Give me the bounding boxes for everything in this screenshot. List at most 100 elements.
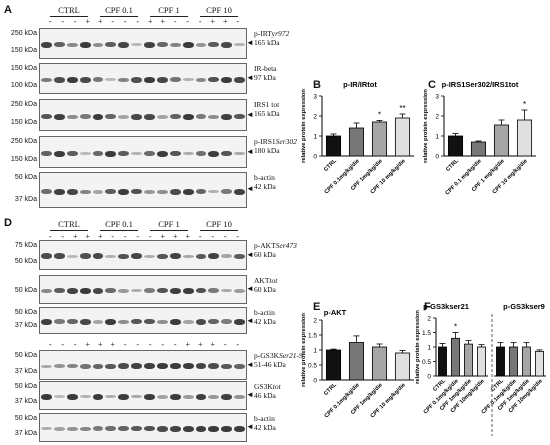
panel-d-band [66, 287, 78, 294]
panel-a-membrane [39, 99, 247, 131]
panel-a-group-line [150, 16, 188, 17]
panel-d-membrane [39, 307, 247, 334]
panel-d-treatment-mark: - [236, 340, 240, 349]
panel-d-band [182, 319, 194, 324]
panel-d-band [41, 318, 52, 325]
panel-a-band [79, 114, 91, 119]
panel-d-ladder-label: 50 kDa [14, 383, 37, 390]
y-tick-label: 0 [313, 378, 317, 385]
panel-d-group-label: CPF 1 [158, 219, 180, 229]
panel-a-band [131, 43, 142, 47]
y-tick-label: 1 [435, 134, 439, 141]
panel-d-ladder-label: 37 kDa [14, 430, 37, 437]
panel-d-band [208, 394, 220, 399]
panel-d-group-label: CPF 0.1 [105, 219, 133, 229]
panel-d-band [131, 289, 142, 293]
protein-name: b-actin [254, 414, 275, 423]
y-axis-label: relative protein expression [415, 310, 421, 384]
panel-d-band [169, 393, 181, 400]
category-label: CTRL [445, 158, 460, 173]
panel-d-membrane [39, 240, 247, 270]
bar [477, 346, 486, 377]
panel-d-band [234, 425, 245, 432]
panel-a-treatment-mark: - [48, 17, 52, 26]
panel-a-group-label: CPF 1 [158, 5, 180, 15]
panel-a-treatment-mark: - [73, 17, 77, 26]
panel-a-arrow: ◄ [246, 146, 254, 156]
panel-a-band [195, 189, 207, 195]
panel-d-ladder-label: 37 kDa [14, 368, 37, 375]
protein-name: IR-beta [254, 64, 277, 73]
panel-d-band [105, 254, 117, 258]
panel-d-letter: D [4, 217, 12, 229]
panel-a-band [66, 188, 78, 195]
panel-a-band [105, 189, 117, 195]
panel-a-treatment-mark: - [123, 17, 127, 26]
panel-a-ladder-label: 150 kDa [10, 65, 37, 72]
y-tick-label: 1 [427, 345, 431, 352]
panel-a-letter: A [4, 4, 12, 16]
panel-d-treatment-mark: - [73, 340, 77, 349]
panel-d-treatment-mark: + [172, 232, 178, 241]
bar [516, 119, 533, 157]
panel-a-band [79, 76, 91, 83]
panel-d-arrow: ◄ [246, 390, 254, 400]
panel-b-letter: B [313, 79, 321, 91]
panel-a-group-line [50, 16, 88, 17]
panel-d-treatment-mark: - [211, 232, 215, 241]
bar [496, 346, 505, 377]
panel-d-band [182, 254, 194, 258]
panel-d-band [41, 364, 52, 368]
significance-mark: * [378, 110, 381, 119]
panel-d-treatment-mark: + [160, 232, 165, 241]
protein-modifier: tot [272, 382, 281, 391]
panel-d-treatment-mark: + [97, 340, 103, 349]
panel-d-group-line [50, 230, 88, 231]
panel-a-band [105, 42, 117, 48]
panel-d-band [92, 253, 104, 260]
panel-d-ladder-label: 37 kDa [14, 322, 37, 329]
panel-d-band [118, 253, 130, 259]
panel-a-band [92, 189, 104, 194]
panel-a-band [221, 189, 233, 195]
panel-d-group-label: CTRL [58, 219, 80, 229]
panel-d-band [156, 363, 168, 370]
bar [371, 346, 388, 381]
panel-d-band [234, 363, 245, 369]
panel-a-band [221, 151, 233, 156]
panel-a-ladder-label: 37 kDa [14, 196, 37, 203]
protein-name: p-GS3K [254, 351, 280, 360]
panel-a-band [156, 114, 168, 119]
panel-a-band [131, 113, 142, 120]
panel-a-treatment-mark: - [198, 17, 202, 26]
panel-a-band [169, 77, 181, 83]
panel-a-band [156, 189, 168, 194]
panel-d-band [234, 318, 245, 325]
panel-d-band [169, 425, 181, 432]
y-tick-label: 3 [313, 94, 317, 101]
panel-d-band [118, 363, 130, 370]
panel-a-treatment-mark: - [186, 17, 190, 26]
panel-a-membrane [39, 63, 247, 94]
panel-d-ladder-label: 50 kDa [14, 309, 37, 316]
panel-a-band [131, 76, 142, 83]
panel-d-treatment-mark: - [136, 232, 140, 241]
panel-a-band [118, 151, 130, 156]
protein-name: b-actin [254, 173, 275, 182]
panel-a-band [118, 114, 130, 119]
panel-a-band [53, 76, 65, 83]
panel-d-group-line [200, 230, 238, 231]
panel-a-band [182, 188, 194, 195]
panel-d-band [41, 393, 52, 400]
panel-d-band [131, 253, 142, 260]
panel-a-treatment-mark: - [236, 17, 240, 26]
panel-a-band [79, 41, 91, 48]
panel-a-band [66, 151, 78, 156]
panel-d-treatment-mark: - [223, 232, 227, 241]
bar [522, 346, 531, 377]
panel-a-band [208, 114, 220, 119]
chart-title: p-IR/IRtot [343, 80, 377, 89]
panel-a-treatment-mark: - [61, 17, 65, 26]
y-tick-label: 1.5 [422, 330, 431, 337]
panel-a-band [208, 190, 220, 194]
